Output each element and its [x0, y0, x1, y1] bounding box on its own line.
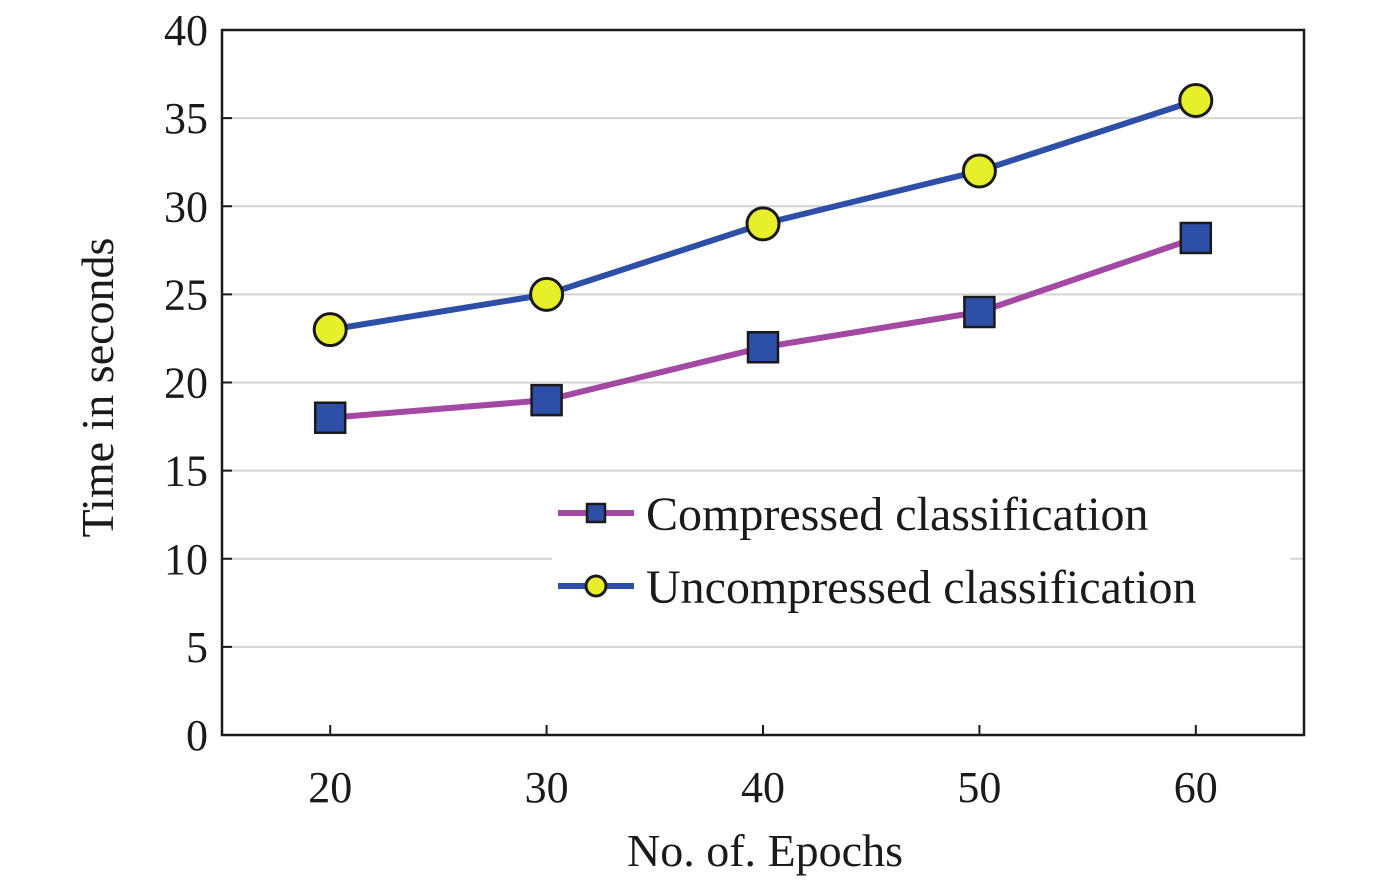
legend-label: Uncompressed classification: [646, 561, 1197, 614]
x-tick-label: 20: [308, 763, 352, 812]
x-tick-label: 60: [1174, 763, 1218, 812]
data-point-marker: [530, 383, 563, 417]
legend-item-1: Compressed classification: [558, 488, 1149, 541]
legend-item-2: Uncompressed classification: [558, 561, 1197, 614]
y-tick-label: 30: [164, 182, 208, 231]
y-tick-label: 35: [164, 94, 208, 143]
axis-ticks: 0 5 10 15 20 25 30 35 40 20 30 40 50 60: [164, 6, 1218, 812]
data-point-marker: [313, 401, 347, 434]
data-point-marker: [1179, 221, 1213, 255]
legend-label: Compressed classification: [646, 488, 1149, 541]
series-lines: [312, 83, 1214, 434]
y-axis-title: Time in seconds: [72, 238, 123, 538]
data-point-marker: [529, 276, 565, 312]
y-tick-label: 25: [164, 270, 208, 319]
x-axis-title: No. of. Epochs: [627, 825, 903, 876]
legend-background: [552, 482, 1290, 616]
legend: Compressed classification Uncompressed cl…: [552, 482, 1290, 616]
x-tick-label: 40: [741, 763, 785, 812]
y-tick-label: 40: [164, 6, 208, 55]
data-point-marker: [961, 153, 997, 189]
x-tick-label: 30: [525, 763, 569, 812]
series-1: [313, 221, 1213, 434]
data-point-marker: [312, 312, 348, 348]
y-tick-label: 5: [186, 623, 208, 672]
data-point-marker: [963, 295, 996, 329]
data-point-marker: [584, 574, 608, 598]
data-point-marker: [585, 502, 607, 524]
data-point-marker: [1178, 83, 1214, 118]
x-tick-label: 50: [957, 763, 1001, 812]
series-line: [327, 234, 1199, 421]
y-tick-label: 0: [186, 711, 208, 760]
series-2: [312, 83, 1214, 348]
data-point-marker: [745, 206, 781, 242]
y-tick-label: 20: [164, 359, 208, 408]
grid-lines: [222, 117, 1304, 648]
y-tick-label: 10: [164, 535, 208, 584]
data-point-marker: [746, 331, 780, 364]
y-tick-label: 15: [164, 447, 208, 496]
